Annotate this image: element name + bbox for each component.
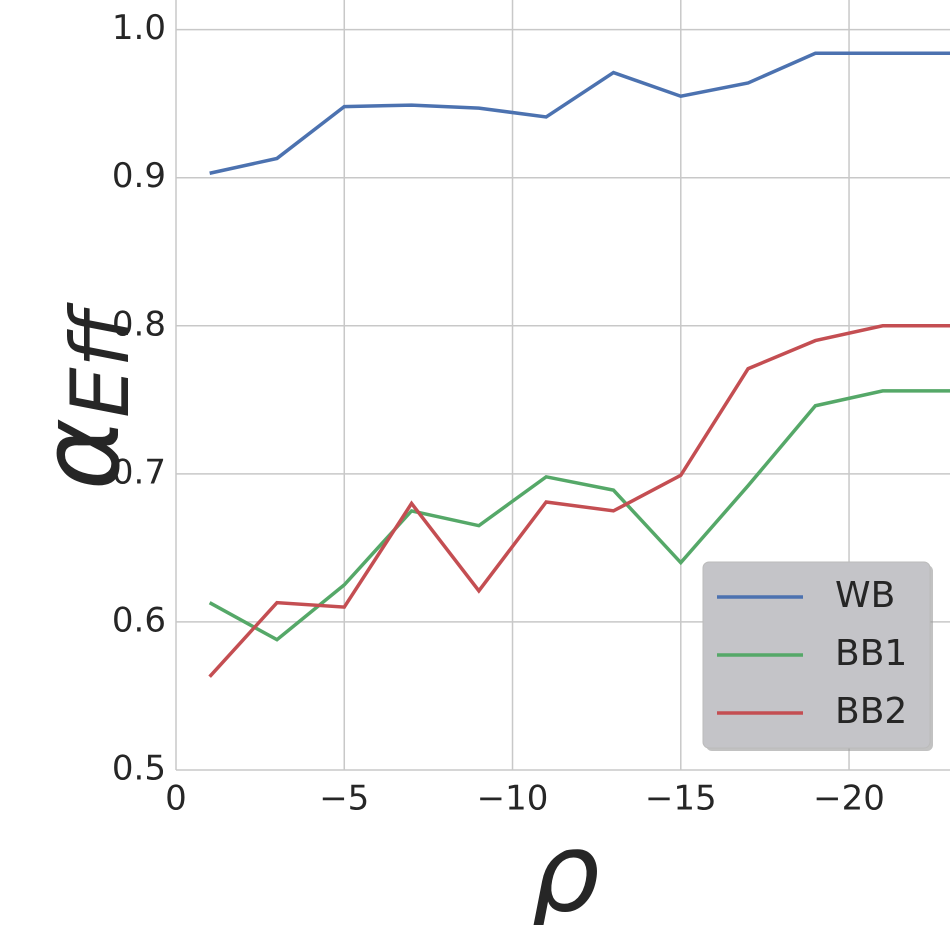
x-tick-label: −10 [477, 779, 549, 819]
legend-label: WB [835, 575, 895, 616]
legend: WB BB1 BB2 [702, 561, 933, 751]
x-tick-label: 0 [165, 779, 187, 819]
y-label-base: α [16, 418, 144, 491]
legend-label: BB1 [835, 633, 907, 674]
line-series [208, 324, 950, 678]
y-tick-label: 0.8 [112, 304, 166, 344]
x-tick-label: −15 [645, 779, 717, 819]
line-series [208, 389, 950, 642]
line-series [209, 51, 950, 175]
y-axis-label: αEff [16, 301, 147, 490]
y-tick-label: 1.0 [112, 8, 166, 48]
legend-label: BB2 [835, 691, 907, 732]
x-tick-label: −20 [813, 779, 885, 819]
y-tick-label: 0.5 [112, 749, 166, 789]
y-tick-label: 0.7 [112, 452, 166, 492]
x-axis-label: ρ [530, 808, 600, 925]
y-label-sub: Eff [54, 301, 147, 418]
y-tick-label: 0.9 [112, 156, 166, 196]
y-tick-label: 0.6 [112, 600, 166, 640]
legend-box [702, 561, 931, 749]
x-tick-label: −5 [319, 779, 369, 819]
